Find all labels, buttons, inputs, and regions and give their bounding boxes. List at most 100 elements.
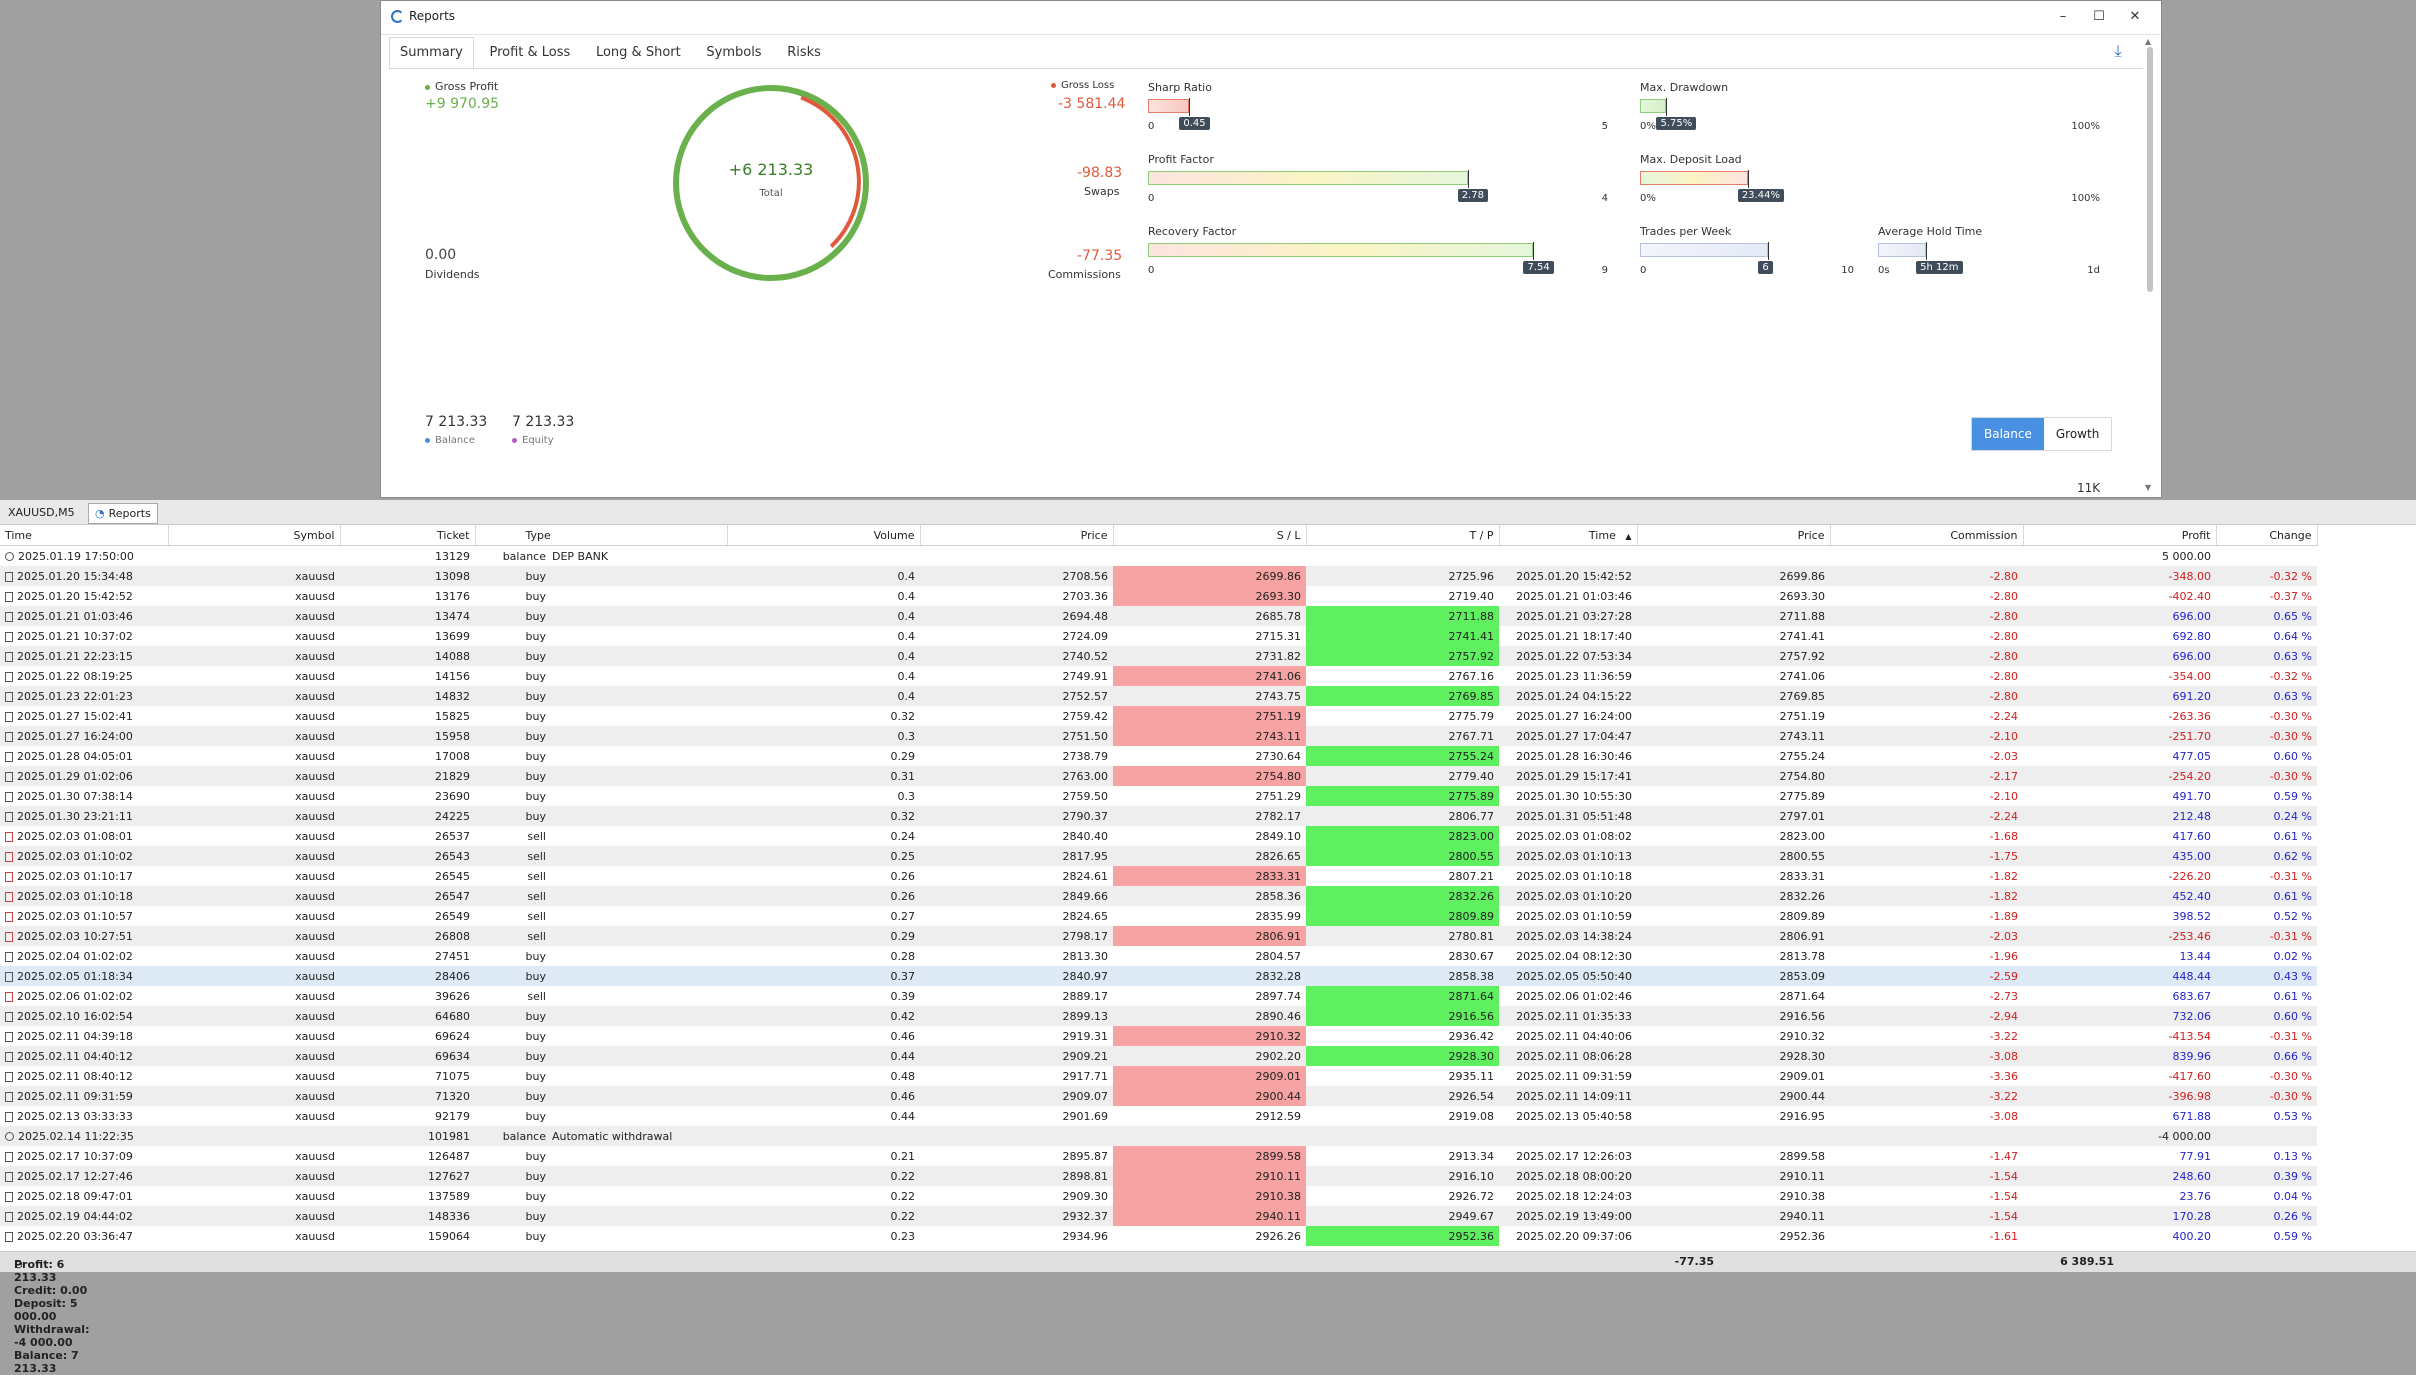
table-row[interactable]: 2025.01.28 04:05:01 xauusd 17008 buy 0.29 273… — [0, 746, 2317, 766]
balance-mode-button[interactable]: Balance — [1972, 418, 2044, 450]
table-row[interactable]: 2025.02.19 04:44:02 xauusd 148336 buy 0.22 29… — [0, 1206, 2317, 1226]
table-row[interactable]: 2025.01.21 01:03:46 xauusd 13474 buy 0.4 2694… — [0, 606, 2317, 626]
tab-reports[interactable]: ◔ Reports — [88, 503, 158, 524]
scrollbar-thumb[interactable] — [2147, 47, 2153, 292]
cell-type-value: buy — [525, 729, 546, 743]
cell-tk: 26549 — [435, 909, 470, 923]
max-drawdown-max: 100% — [2071, 121, 2100, 132]
table-row[interactable]: 2025.02.05 01:18:34 xauusd 28406 buy 0.37 284… — [0, 966, 2317, 986]
table-row[interactable]: 2025.02.18 09:47:01 xauusd 137589 buy 0.22 29… — [0, 1186, 2317, 1206]
table-row[interactable]: 2025.01.22 08:19:25 xauusd 14156 buy 0.4 2749… — [0, 666, 2317, 686]
table-row[interactable]: 2025.01.19 17:50:00 13129 balance DEP BANK 5… — [0, 546, 2317, 567]
table-row[interactable]: 2025.01.20 15:34:48 xauusd 13098 buy 0.4 2708… — [0, 566, 2317, 586]
col-sl[interactable]: S / L — [1113, 525, 1307, 546]
table-row[interactable]: 2025.01.23 22:01:23 xauusd 14832 buy 0.4 2752… — [0, 686, 2317, 706]
equity-legend: Equity — [512, 435, 554, 446]
cell-t2: 2025.02.20 09:37:06 — [1516, 1229, 1632, 1243]
cell-p2: 2693.30 — [1779, 589, 1826, 603]
max-drawdown-min: 0% — [1640, 121, 1656, 132]
table-row[interactable]: 2025.02.03 01:10:02 xauusd 26543 sell 0.25 28… — [0, 846, 2317, 866]
gross-loss-value: -3 581.44 — [1058, 96, 1126, 112]
table-row[interactable]: 2025.02.03 10:27:51 xauusd 26808 sell 0.29 27… — [0, 926, 2317, 946]
col-change[interactable]: Change — [2216, 525, 2318, 546]
col-tp[interactable]: T / P — [1306, 525, 1500, 546]
col-close-price[interactable]: Price — [1637, 525, 1831, 546]
tab-symbols[interactable]: Symbols — [706, 45, 762, 60]
cell-pr — [920, 1126, 1113, 1146]
tab-summary[interactable]: Summary — [389, 37, 474, 70]
table-row[interactable]: 2025.01.27 16:24:00 xauusd 15958 buy 0.3 2751… — [0, 726, 2317, 746]
reports-window: Reports – ☐ ✕ Summary Profit & Loss Long… — [380, 0, 2162, 498]
table-row[interactable]: 2025.02.20 03:36:47 xauusd 159064 buy 0.23 29… — [0, 1226, 2317, 1246]
tab-long-short[interactable]: Long & Short — [595, 45, 681, 60]
table-row[interactable]: 2025.02.10 16:02:54 xauusd 64680 buy 0.42 289… — [0, 1006, 2317, 1026]
table-row[interactable]: 2025.02.03 01:08:01 xauusd 26537 sell 0.24 28… — [0, 826, 2317, 846]
cell-tk: 126487 — [428, 1149, 470, 1163]
reports-icon — [391, 10, 404, 23]
cell-chg: 0.60 % — [2216, 1006, 2317, 1026]
cell-time: 2025.01.29 01:02:06 — [17, 769, 133, 783]
tab-profit-loss[interactable]: Profit & Loss — [489, 45, 571, 60]
close-button[interactable]: ✕ — [2129, 9, 2141, 24]
col-volume[interactable]: Volume — [727, 525, 921, 546]
col-close-time[interactable]: Time ▲ — [1499, 525, 1638, 546]
cell-tk: 13129 — [435, 549, 470, 563]
cell-time: 2025.01.21 22:23:15 — [17, 649, 133, 663]
table-row[interactable]: 2025.01.27 15:02:41 xauusd 15825 buy 0.32 275… — [0, 706, 2317, 726]
cell-sym: xauusd — [295, 869, 335, 883]
table-row[interactable]: 2025.02.11 09:31:59 xauusd 71320 buy 0.46 290… — [0, 1086, 2317, 1106]
col-type[interactable]: Type — [475, 525, 728, 546]
cell-time: 2025.01.20 15:42:52 — [17, 589, 133, 603]
table-row[interactable]: 2025.01.30 07:38:14 xauusd 23690 buy 0.3 2759… — [0, 786, 2317, 806]
table-row[interactable]: 2025.02.11 08:40:12 xauusd 71075 buy 0.48 291… — [0, 1066, 2317, 1086]
table-row[interactable]: 2025.02.17 10:37:09 xauusd 126487 buy 0.21 28… — [0, 1146, 2317, 1166]
table-row[interactable]: 2025.02.04 01:02:02 xauusd 27451 buy 0.28 281… — [0, 946, 2317, 966]
tab-risks[interactable]: Risks — [787, 45, 821, 60]
scroll-down-icon[interactable]: ▼ — [2145, 483, 2152, 492]
buy-deal-icon — [5, 691, 13, 702]
cell-com: -1.75 — [1830, 846, 2023, 866]
cell-type: buy — [475, 666, 727, 686]
col-symbol[interactable]: Symbol — [168, 525, 341, 546]
cell-time: 2025.01.27 16:24:00 — [17, 729, 133, 743]
buy-deal-icon — [5, 671, 13, 682]
col-time[interactable]: Time — [0, 525, 169, 546]
table-row[interactable]: 2025.02.11 04:39:18 xauusd 69624 buy 0.46 291… — [0, 1026, 2317, 1046]
growth-mode-button[interactable]: Growth — [2055, 427, 2100, 441]
table-row[interactable]: 2025.01.30 23:21:11 xauusd 24225 buy 0.32 279… — [0, 806, 2317, 826]
cell-tp: 2780.81 — [1306, 926, 1499, 946]
table-row[interactable]: 2025.02.17 12:27:46 xauusd 127627 buy 0.22 28… — [0, 1166, 2317, 1186]
cell-sym: xauusd — [168, 766, 340, 786]
table-row[interactable]: 2025.01.20 15:42:52 xauusd 13176 buy 0.4 2703… — [0, 586, 2317, 606]
table-row[interactable]: 2025.02.03 01:10:18 xauusd 26547 sell 0.26 28… — [0, 886, 2317, 906]
table-row[interactable]: 2025.02.06 01:02:02 xauusd 39626 sell 0.39 28… — [0, 986, 2317, 1006]
maximize-button[interactable]: ☐ — [2093, 9, 2105, 24]
table-row[interactable]: 2025.01.21 22:23:15 xauusd 14088 buy 0.4 2740… — [0, 646, 2317, 666]
table-row[interactable]: 2025.01.21 10:37:02 xauusd 13699 buy 0.4 2724… — [0, 626, 2317, 646]
scroll-up-icon[interactable]: ▲ — [2145, 37, 2152, 46]
cell-profit: -396.98 — [2023, 1086, 2216, 1106]
cell-time: 2025.01.30 07:38:14 — [17, 789, 133, 803]
table-row[interactable]: 2025.01.29 01:02:06 xauusd 21829 buy 0.31 276… — [0, 766, 2317, 786]
table-row[interactable]: 2025.02.11 04:40:12 xauusd 69634 buy 0.44 290… — [0, 1046, 2317, 1066]
sharp-ratio-meter: Sharp Ratio 0.45 0 5 — [1148, 81, 1608, 139]
cell-tp: 2952.36 — [1306, 1226, 1499, 1246]
col-price[interactable]: Price — [920, 525, 1114, 546]
tab-chart-xauusd[interactable]: XAUUSD,M5 — [8, 506, 75, 519]
minimize-button[interactable]: – — [2059, 9, 2067, 24]
table-row[interactable]: 2025.02.03 01:10:57 xauusd 26549 sell 0.27 28… — [0, 906, 2317, 926]
cell-comment: DEP BANK — [552, 549, 609, 563]
cell-profit: 398.52 — [2172, 909, 2212, 923]
col-profit[interactable]: Profit — [2023, 525, 2217, 546]
vertical-scrollbar[interactable]: ▲ ▼ — [2145, 37, 2155, 492]
cell-tp: 2823.00 — [1306, 826, 1499, 846]
cell-t2: 2025.01.24 04:15:22 — [1499, 686, 1637, 706]
trades-per-week-meter: Trades per Week 6 0 10 — [1640, 225, 1854, 283]
download-icon[interactable]: ⤓ — [2114, 41, 2122, 60]
col-ticket[interactable]: Ticket — [340, 525, 476, 546]
cell-tp: 2809.89 — [1306, 906, 1499, 926]
col-commission[interactable]: Commission — [1830, 525, 2024, 546]
table-row[interactable]: 2025.02.14 11:22:35 101981 balance Automati… — [0, 1126, 2317, 1146]
table-row[interactable]: 2025.02.13 03:33:33 xauusd 92179 buy 0.44 290… — [0, 1106, 2317, 1126]
table-row[interactable]: 2025.02.03 01:10:17 xauusd 26545 sell 0.26 28… — [0, 866, 2317, 886]
